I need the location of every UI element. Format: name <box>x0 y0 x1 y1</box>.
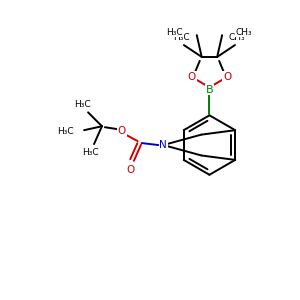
Text: H₃C: H₃C <box>58 127 74 136</box>
Text: O: O <box>118 126 126 136</box>
Text: B: B <box>206 85 213 94</box>
Text: O: O <box>223 72 231 82</box>
Text: O: O <box>188 72 196 82</box>
Text: CH₃: CH₃ <box>236 28 253 37</box>
Text: H₃C: H₃C <box>82 148 98 158</box>
Text: N: N <box>160 140 167 150</box>
Text: CH₃: CH₃ <box>229 33 245 42</box>
Text: H₃C: H₃C <box>74 100 90 109</box>
Text: O: O <box>127 165 135 175</box>
Text: H₃C: H₃C <box>166 28 183 37</box>
Text: H₃C: H₃C <box>174 33 190 42</box>
